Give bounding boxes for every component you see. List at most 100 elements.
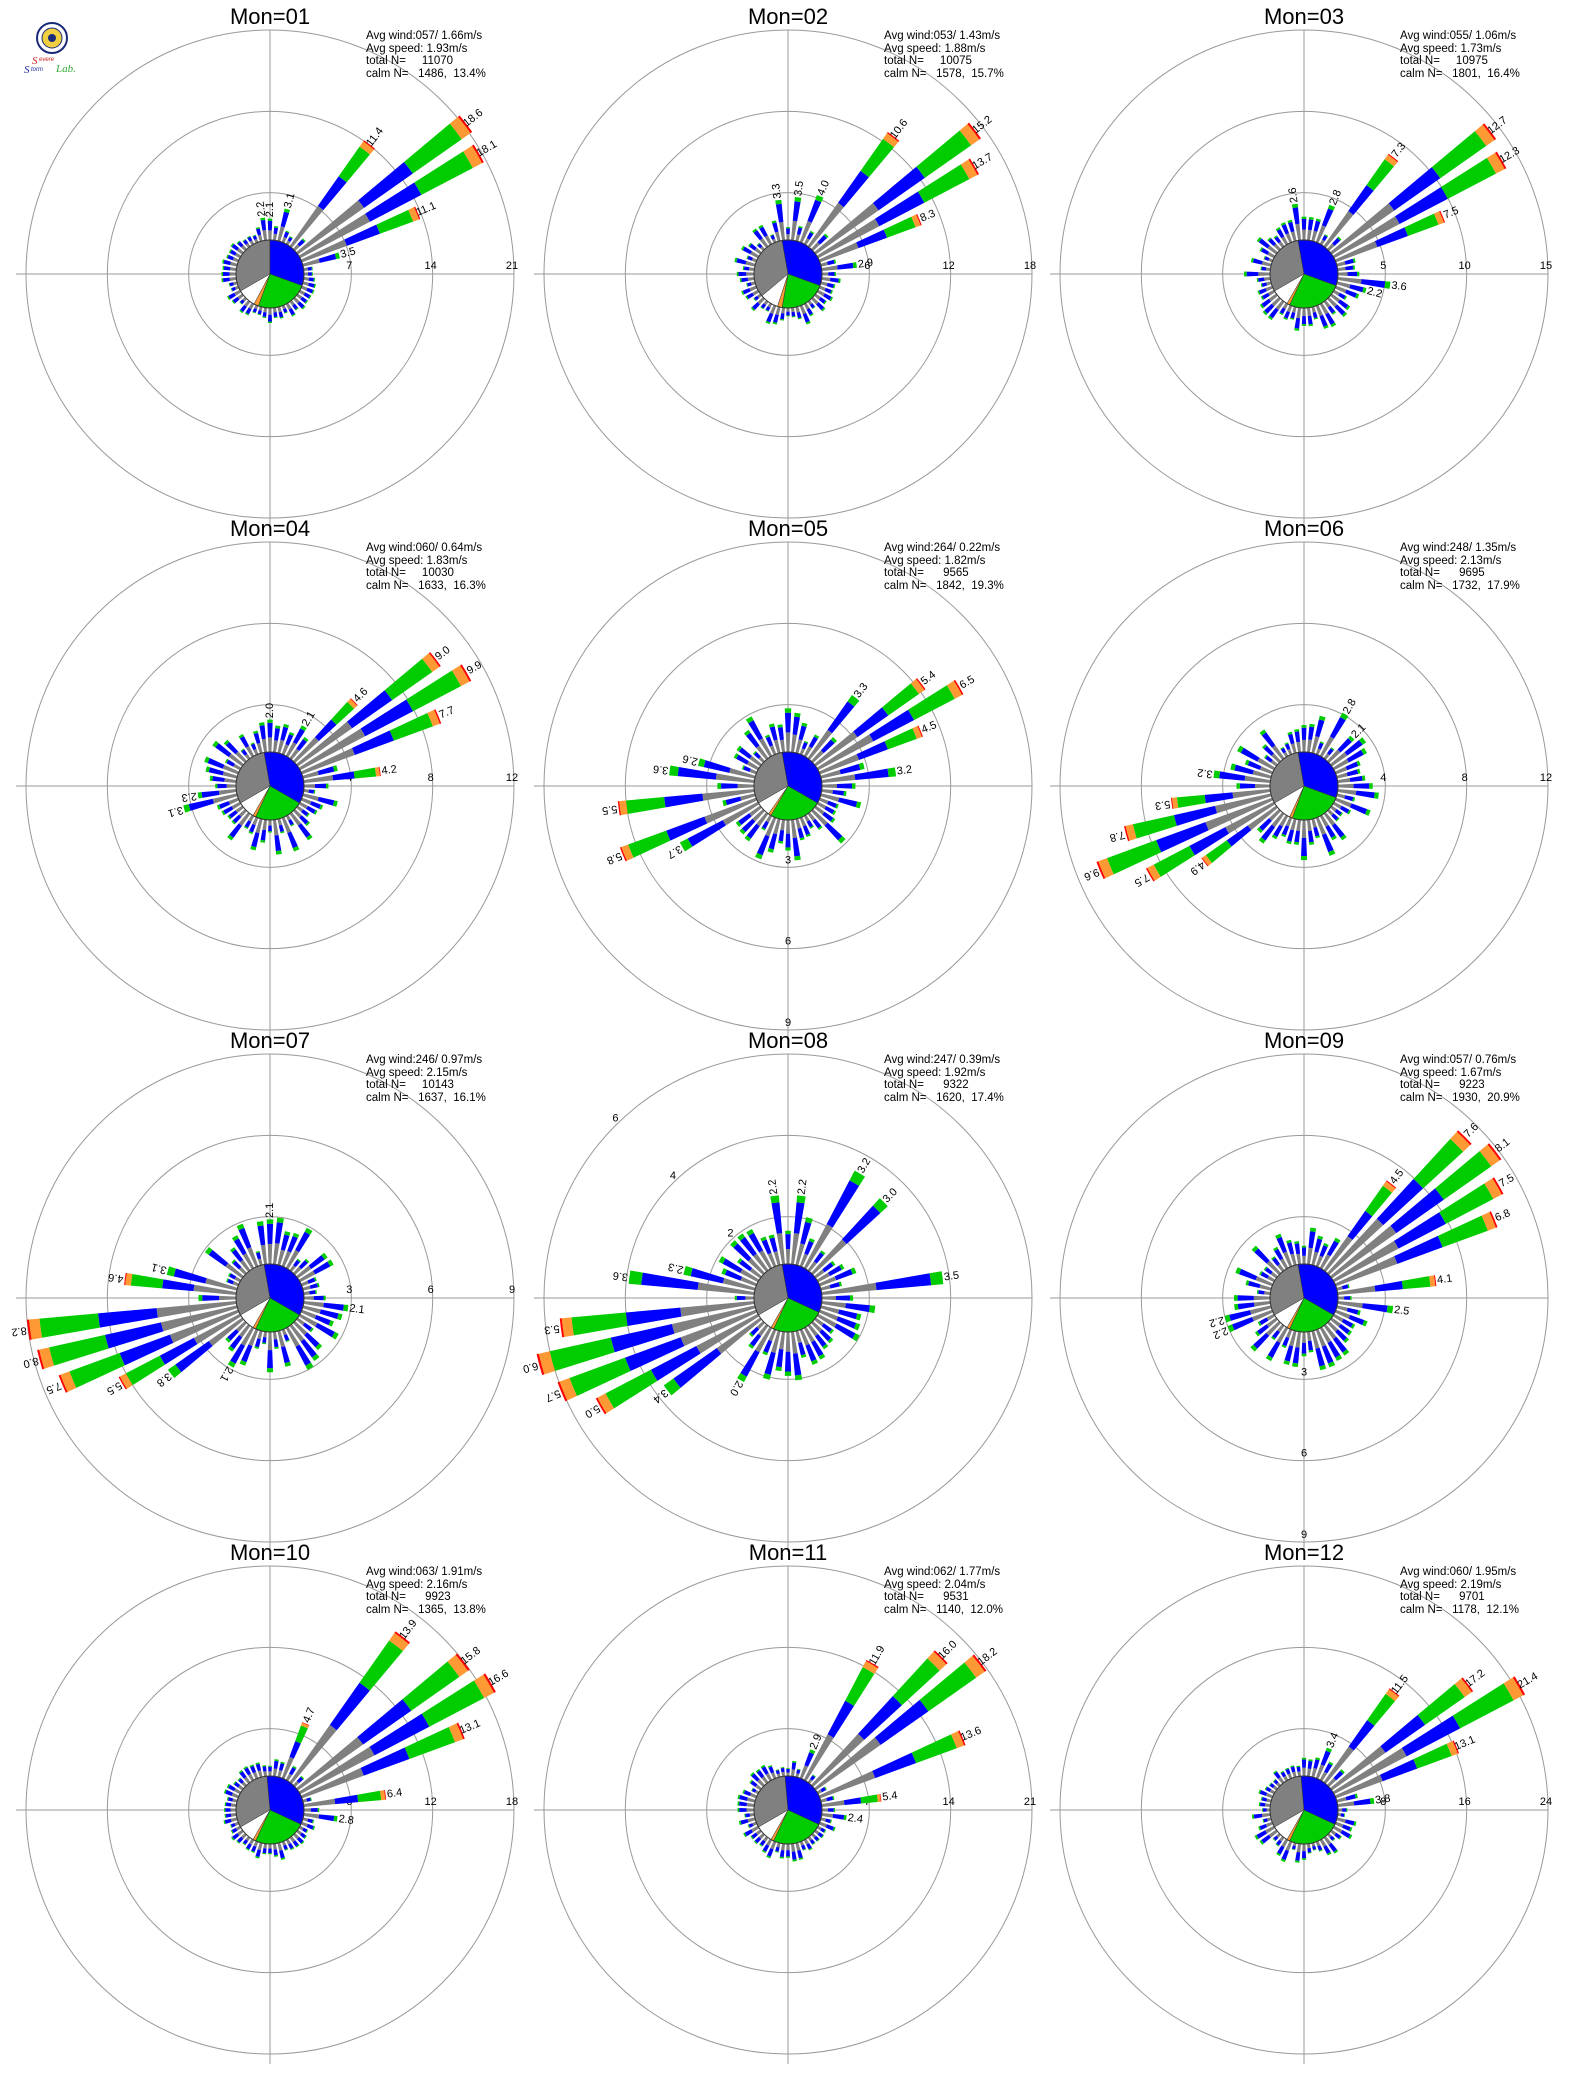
petal-segment — [820, 1284, 831, 1291]
petal-segment — [303, 1296, 314, 1300]
petal-segment — [1274, 1248, 1284, 1261]
petal-segment — [1337, 1801, 1355, 1807]
petal-segment — [280, 1761, 285, 1765]
petal-segment — [236, 1321, 247, 1332]
petal-segment — [1461, 1677, 1474, 1693]
petal-segment — [724, 1269, 743, 1281]
petal-segment — [597, 1393, 615, 1414]
petal-segment — [1327, 749, 1341, 763]
petal-segment — [1258, 238, 1270, 249]
petal-segment — [830, 737, 837, 744]
petal-segment — [39, 1313, 100, 1338]
petal-segment — [309, 1283, 318, 1289]
petal-segment — [803, 746, 813, 758]
petal-segment — [821, 783, 838, 789]
petal-segment — [295, 1344, 311, 1366]
petal-label: 4.2 — [381, 763, 398, 777]
petal-segment — [1268, 238, 1277, 247]
petal-segment — [1255, 1276, 1274, 1287]
petal-segment — [752, 1821, 758, 1827]
petal-segment — [204, 756, 210, 764]
petal-segment — [797, 1768, 801, 1771]
petal-segment — [1292, 1347, 1300, 1364]
petal-segment — [262, 1848, 267, 1854]
petal-label: 18.6 — [461, 107, 485, 130]
petal-label: 2.6 — [1287, 187, 1301, 204]
petal-segment — [297, 301, 305, 309]
stats-avg-speed: Avg speed: 1.67m/s — [1400, 1066, 1502, 1079]
petal-segment — [832, 790, 845, 796]
petal-segment — [687, 820, 726, 847]
petal-segment — [305, 821, 310, 826]
petal-segment — [669, 765, 679, 777]
petal-segment — [557, 1381, 568, 1402]
petal-segment — [814, 1317, 824, 1327]
petal-segment — [1273, 1770, 1278, 1775]
petal-segment — [262, 316, 267, 319]
petal-label: 18.2 — [975, 1646, 999, 1669]
petal-segment — [226, 1783, 230, 1789]
petal-segment — [255, 1856, 260, 1859]
petal-segment — [224, 1808, 226, 1812]
petal-segment — [1261, 1813, 1271, 1818]
petal-segment — [1341, 1318, 1354, 1328]
ring-label: 15 — [1540, 260, 1552, 272]
petal-segment — [927, 1651, 947, 1671]
petal-segment — [225, 1813, 232, 1818]
windrose-plot: 5 10 157.312.712.37.53.62.82.62.2 — [1050, 29, 1552, 528]
petal-segment — [766, 1838, 773, 1846]
petal-segment — [746, 283, 748, 287]
ring-label: 6 — [1301, 1448, 1307, 1460]
petal-segment — [1265, 1825, 1276, 1834]
petal-segment — [1290, 231, 1297, 242]
petal-segment — [297, 823, 311, 838]
petal-segment — [166, 1266, 176, 1277]
ring-label: 21 — [506, 260, 518, 272]
petal-segment — [838, 278, 841, 284]
petal-segment — [228, 797, 240, 805]
petal-segment — [1318, 715, 1326, 721]
petal-segment — [227, 1329, 239, 1341]
petal-segment — [245, 746, 255, 758]
petal-segment — [1486, 152, 1505, 174]
petal-segment — [1259, 247, 1264, 252]
petal-segment — [811, 242, 820, 251]
petal-segment — [797, 317, 802, 320]
petal-segment — [1245, 1280, 1250, 1286]
petal-segment — [775, 1770, 780, 1775]
petal-segment — [283, 723, 290, 729]
petal-segment — [268, 1848, 272, 1854]
petal-segment — [1365, 1185, 1392, 1217]
petal-segment — [838, 170, 869, 208]
petal-segment — [821, 1800, 845, 1807]
petal-segment — [311, 272, 313, 276]
petal-segment — [1307, 1847, 1312, 1853]
petal-segment — [874, 1699, 929, 1745]
petal-segment — [274, 1855, 279, 1857]
petal-segment — [1296, 1253, 1301, 1265]
petal-segment — [768, 1234, 775, 1239]
petal-segment — [666, 816, 708, 841]
petal-label: 21.4 — [1516, 1670, 1541, 1691]
petal-segment — [232, 1798, 238, 1803]
petal-segment — [775, 199, 782, 205]
center-pie-outline — [1269, 1263, 1339, 1333]
ring-label: 14 — [425, 260, 437, 272]
petal-segment — [752, 302, 760, 310]
petal-label: 6.8 — [1493, 1207, 1512, 1224]
petal-segment — [753, 297, 757, 302]
petal-segment — [886, 132, 900, 142]
petal-segment — [1334, 285, 1347, 294]
petal-segment — [313, 283, 316, 289]
petal-segment — [820, 1787, 826, 1793]
petal-segment — [869, 1305, 876, 1314]
petal-segment — [761, 1239, 772, 1255]
panel-title: Mon=11 — [748, 1540, 828, 1565]
petal-segment — [360, 699, 414, 737]
petal-segment — [769, 726, 778, 741]
petal-segment — [1330, 1317, 1341, 1327]
petal-segment — [273, 1331, 278, 1340]
petal-segment — [761, 1766, 769, 1775]
petal-segment — [1259, 1284, 1272, 1291]
petal-segment — [1283, 1775, 1289, 1782]
